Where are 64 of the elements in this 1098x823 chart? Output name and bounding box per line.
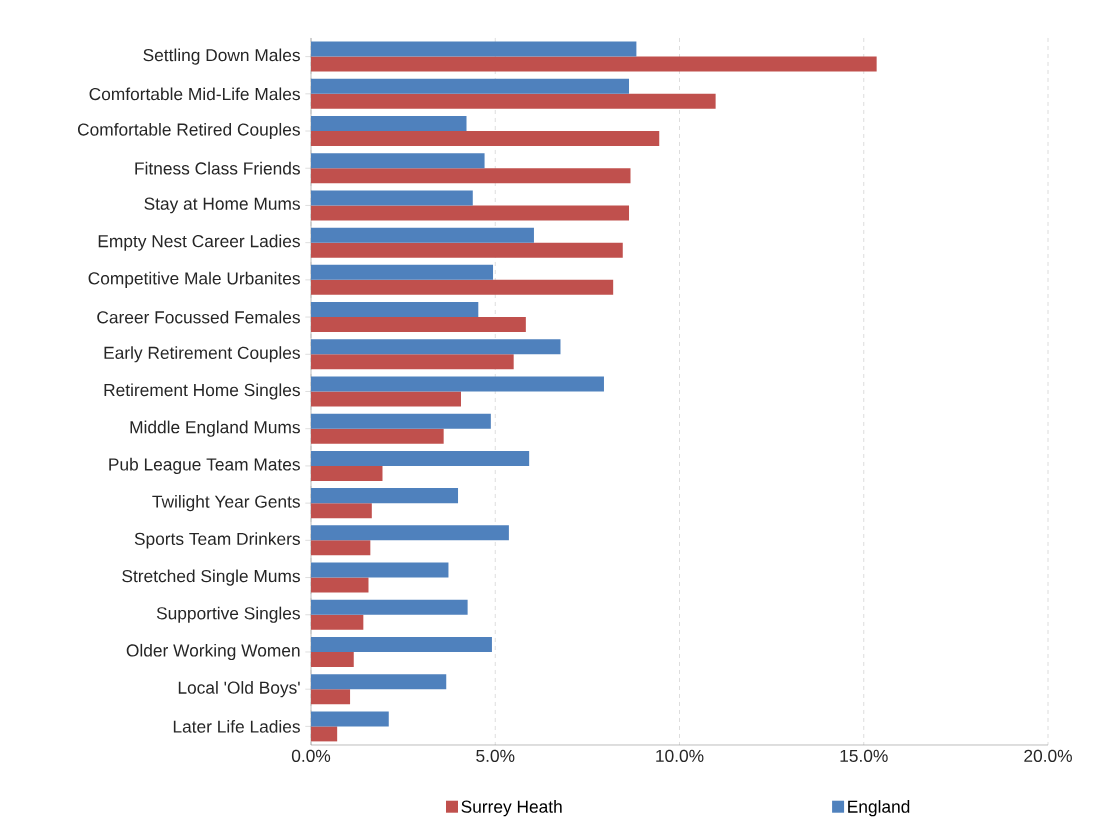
y-tick-label: Comfortable Mid-Life Males (89, 87, 300, 101)
x-tick-label: 5.0% (476, 749, 515, 762)
y-tick-label: Stretched Single Mums (122, 569, 300, 586)
bar (311, 711, 389, 727)
bar (311, 168, 631, 184)
bar (311, 227, 534, 243)
bar (311, 428, 444, 444)
bar (311, 56, 877, 72)
bar (311, 413, 491, 429)
legend-label: Surrey Heath (461, 800, 562, 817)
y-tick-label: Comfortable Retired Couples (77, 122, 300, 140)
y-tick-label: Fitness Class Friends (135, 161, 300, 175)
bar (311, 636, 492, 652)
bar (311, 190, 473, 206)
x-tick-label: 15.0% (840, 749, 888, 762)
y-tick-label: Stay at Home Mums (144, 197, 300, 214)
bar (311, 726, 338, 742)
bar (311, 562, 449, 578)
bar (311, 116, 467, 132)
x-tick-label: 10.0% (656, 749, 704, 762)
y-tick-label: Career Focussed Females (97, 310, 300, 324)
bar (311, 599, 468, 615)
x-tick-label: 0.0% (291, 749, 331, 762)
bar (311, 78, 630, 94)
y-tick-label: Later Life Ladies (173, 720, 300, 733)
bar (311, 577, 369, 593)
bar (311, 503, 372, 519)
bar (311, 205, 630, 221)
legend-label: England (848, 800, 910, 817)
bar (311, 488, 459, 504)
bar (311, 450, 530, 466)
x-tick-label: 20.0% (1024, 749, 1072, 762)
bar (311, 317, 526, 333)
bar (311, 264, 494, 280)
bar (311, 525, 509, 541)
bar (311, 651, 354, 667)
y-tick-label: Twilight Year Gents (152, 495, 300, 512)
bar (311, 689, 351, 705)
bar (311, 465, 383, 481)
bar (311, 279, 614, 295)
y-tick-label: Settling Down Males (143, 48, 300, 65)
bar (311, 614, 364, 630)
y-tick-label: Middle England Mums (130, 420, 300, 437)
bar (311, 354, 514, 370)
y-tick-label: Retirement Home Singles (104, 383, 300, 400)
bar (311, 339, 561, 355)
bar (311, 41, 637, 57)
y-tick-label: Local 'Old Boys' (178, 681, 300, 698)
bar (311, 153, 485, 169)
y-tick-label: Older Working Women (126, 643, 300, 661)
bar (311, 302, 479, 318)
bar (311, 540, 371, 556)
y-tick-label: Sports Team Drinkers (134, 532, 300, 549)
y-tick-label: Pub League Team Mates (109, 457, 300, 474)
y-tick-label: Competitive Male Urbanites (88, 271, 300, 288)
y-tick-label: Early Retirement Couples (104, 346, 300, 363)
bar (311, 376, 604, 392)
bar (311, 674, 447, 690)
bar (311, 391, 461, 407)
bar (311, 242, 623, 258)
bar (311, 93, 716, 109)
y-tick-label: Empty Nest Career Ladies (98, 234, 300, 251)
bar (311, 131, 660, 147)
y-tick-label: Supportive Singles (156, 606, 300, 623)
